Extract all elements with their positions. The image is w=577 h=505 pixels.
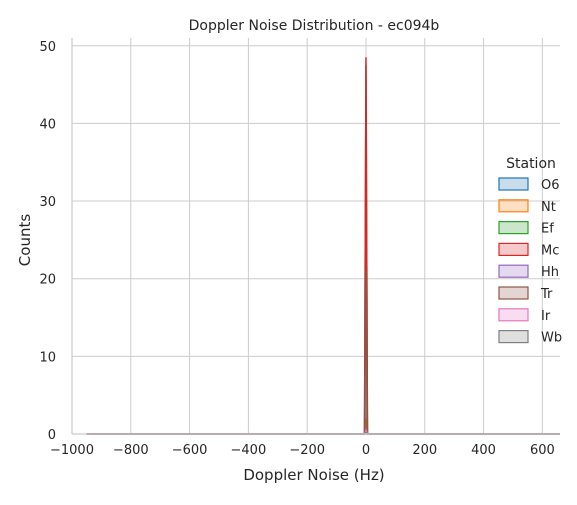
legend-swatch-mc <box>498 242 529 256</box>
x-axis-label: Doppler Noise (Hz) <box>243 466 384 484</box>
legend-title: Station <box>506 156 556 172</box>
series-area-tr <box>86 270 560 434</box>
y-tick-label: 30 <box>39 195 56 210</box>
x-tick-label: −1000 <box>50 443 94 458</box>
y-tick-label: 50 <box>39 40 56 55</box>
y-axis-label: Counts <box>16 214 34 267</box>
legend-label-mc: Mc <box>541 243 559 258</box>
legend-swatch-nt <box>498 199 529 213</box>
x-tick-label: 200 <box>412 443 437 458</box>
legend-swatch-wb <box>498 330 529 344</box>
grid-layer <box>71 38 560 435</box>
y-tick-label: 40 <box>39 117 56 132</box>
legend: Station O6 Nt Ef Mc Hh Tr Ir Wb <box>498 156 562 346</box>
legend-swatch-tr <box>498 286 529 300</box>
legend-swatch-hh <box>498 264 529 278</box>
x-tick-label: 400 <box>471 443 496 458</box>
x-tick-label: 0 <box>362 443 370 458</box>
ticks-layer: −1000 −800 −600 −400 −200 0 200 400 600 0 10 20 30 40… <box>39 40 554 458</box>
legend-label-nt: Nt <box>541 200 556 215</box>
chart-title: Doppler Noise Distribution - ec094b <box>189 18 440 34</box>
x-tick-label: −800 <box>113 443 149 458</box>
series-area-mc <box>86 57 560 434</box>
series-line-tr <box>86 270 560 435</box>
series-area-nt <box>86 418 560 434</box>
legend-label-tr: Tr <box>540 287 553 302</box>
y-tick-label: 10 <box>39 350 56 365</box>
series-line-nt <box>86 418 560 435</box>
x-tick-label: −200 <box>289 443 325 458</box>
legend-label-wb: Wb <box>541 331 562 346</box>
legend-label-hh: Hh <box>541 265 559 280</box>
legend-swatch-o6 <box>498 177 529 191</box>
series-line-mc <box>86 57 560 435</box>
y-tick-label: 0 <box>48 428 56 443</box>
x-tick-label: 600 <box>530 443 555 458</box>
series-layer <box>86 57 560 435</box>
legend-label-ef: Ef <box>541 222 554 237</box>
x-tick-label: −600 <box>172 443 208 458</box>
legend-swatch-ef <box>498 221 529 235</box>
legend-label-o6: O6 <box>541 178 560 193</box>
series-line-ef <box>86 65 560 435</box>
axes-layer <box>71 38 560 435</box>
legend-label-ir: Ir <box>541 309 551 324</box>
legend-swatch-ir <box>498 308 529 322</box>
y-tick-label: 20 <box>39 273 56 288</box>
series-area-ef <box>86 65 560 435</box>
x-tick-label: −400 <box>231 443 267 458</box>
